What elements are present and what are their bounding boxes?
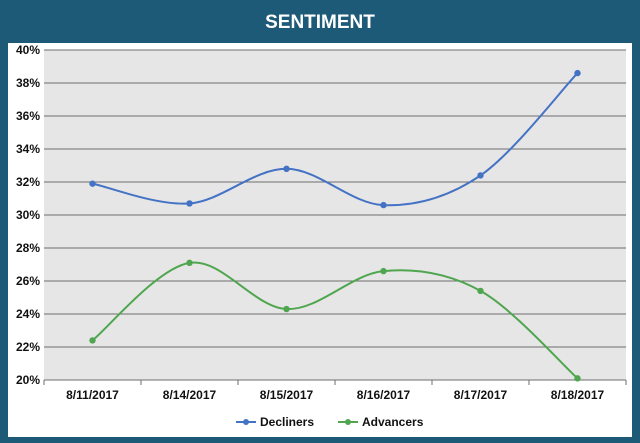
x-tick-label: 8/17/2017	[454, 388, 508, 402]
y-tick-label: 34%	[16, 142, 40, 156]
legend-label: Advancers	[362, 415, 424, 429]
data-point	[477, 287, 484, 295]
data-point	[186, 200, 193, 207]
data-point	[89, 337, 96, 344]
y-tick-label: 36%	[16, 109, 40, 123]
data-point	[477, 172, 484, 179]
gridlines	[44, 49, 626, 381]
y-tick-label: 22%	[16, 340, 40, 354]
data-point	[380, 201, 387, 209]
data-point	[574, 69, 581, 77]
y-tick-label: 28%	[16, 241, 40, 255]
x-tick-label: 8/11/2017	[66, 388, 119, 402]
data-point	[380, 267, 387, 275]
series-layer	[89, 69, 581, 382]
y-tick-label: 40%	[16, 43, 40, 57]
data-point	[574, 375, 581, 382]
legend: Decliners Advancers	[236, 415, 424, 429]
x-axis-ticks: 8/11/2017 8/14/2017 8/15/2017 8/16/2017 8/17…	[43, 380, 627, 402]
series-advancers	[89, 259, 581, 382]
legend-item: Advancers	[338, 415, 424, 429]
legend-label: Decliners	[260, 415, 314, 429]
y-tick-label: 26%	[16, 274, 40, 288]
y-tick-label: 20%	[16, 373, 40, 387]
data-point	[89, 180, 96, 187]
x-tick-label: 8/14/2017	[163, 388, 217, 402]
y-tick-label: 24%	[16, 307, 40, 321]
legend-marker	[345, 419, 351, 425]
data-point	[283, 305, 290, 313]
series-line	[91, 261, 579, 380]
data-point	[186, 259, 193, 267]
series-decliners	[89, 69, 581, 209]
chart-title: SENTIMENT	[265, 12, 375, 33]
y-tick-label: 32%	[16, 175, 40, 189]
x-tick-label: 8/16/2017	[357, 388, 411, 402]
y-tick-label: 30%	[16, 208, 40, 222]
series-line	[92, 72, 579, 207]
x-tick-label: 8/15/2017	[260, 388, 314, 402]
data-point	[283, 165, 290, 172]
legend-item: Decliners	[236, 415, 314, 429]
y-axis-ticks: 20% 22% 24% 26% 28% 30% 32% 34% 36% 38% 40%	[16, 43, 40, 387]
legend-marker	[243, 419, 249, 425]
y-tick-label: 38%	[16, 76, 40, 90]
x-tick-label: 8/18/2017	[551, 388, 605, 402]
